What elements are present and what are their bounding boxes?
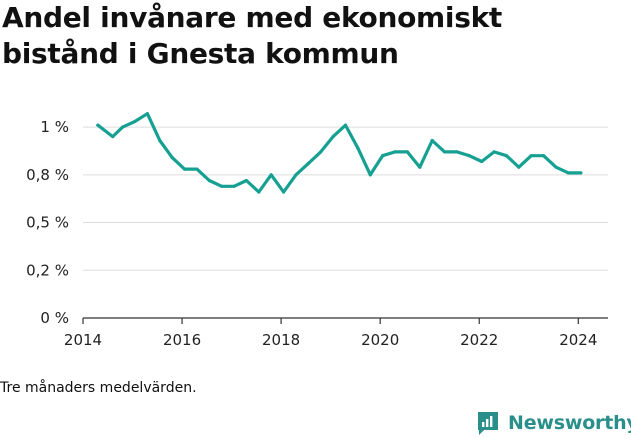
line-chart: 0 %0,2 %0,5 %0,8 %1 % 2014 2016 2018 2020 20… — [26, 112, 608, 349]
data-point — [393, 150, 397, 154]
data-point — [281, 190, 286, 194]
data-point — [207, 178, 211, 183]
data-point — [121, 125, 125, 129]
data-point — [182, 167, 187, 171]
y-tick-label: 0,5 % — [26, 214, 69, 232]
data-point — [381, 154, 385, 158]
data-point — [554, 165, 558, 169]
data-point — [542, 154, 546, 158]
data-point — [418, 165, 422, 169]
brand-name: Newsworthy — [508, 412, 631, 434]
data-point — [504, 154, 509, 158]
data-point — [331, 135, 335, 139]
grid-lines — [83, 126, 608, 271]
x-tick-label: 2018 — [262, 331, 300, 349]
y-tick-label: 0 % — [40, 309, 69, 327]
y-tick-label: 0,2 % — [26, 261, 69, 279]
data-point — [368, 173, 372, 177]
series-layer — [96, 112, 583, 194]
data-point — [170, 156, 174, 160]
data-point — [319, 150, 323, 154]
brand: Newsworthy — [476, 408, 631, 438]
data-point — [232, 184, 236, 188]
x-tick-label: 2024 — [559, 331, 597, 349]
data-point — [566, 171, 570, 175]
x-tick-label: 2014 — [64, 331, 102, 349]
data-point — [145, 112, 149, 116]
data-point — [405, 150, 410, 154]
data-point — [294, 173, 298, 177]
newsworthy-logo-icon — [478, 412, 498, 435]
footnote: Tre månaders medelvärden. — [0, 380, 197, 396]
data-point — [480, 159, 484, 164]
x-tick-label: 2016 — [163, 331, 201, 349]
data-point — [244, 178, 249, 183]
series-line — [96, 112, 583, 194]
data-point — [96, 123, 100, 127]
y-tick-label: 1 % — [40, 118, 69, 136]
data-point — [220, 184, 224, 188]
data-point — [529, 154, 533, 158]
data-point — [195, 167, 199, 171]
data-point — [356, 146, 360, 150]
data-point — [455, 150, 459, 154]
chart-title: Andel invånare med ekonomiskt bistånd i … — [2, 1, 503, 70]
data-point — [467, 154, 471, 158]
y-tick-label: 0,8 % — [26, 166, 69, 184]
data-point — [442, 150, 447, 154]
data-point — [269, 173, 273, 177]
data-point — [492, 150, 496, 154]
data-point — [430, 138, 434, 143]
x-tick-label: 2022 — [460, 331, 498, 349]
data-point — [158, 138, 162, 143]
data-point — [257, 190, 261, 194]
data-point — [133, 119, 137, 123]
y-axis-ticks: 0 % 0,2 % 0,5 % 0,8 % 1 % — [26, 118, 69, 327]
data-point — [579, 171, 583, 175]
data-point — [343, 123, 348, 127]
x-axis: 2014 2016 2018 2020 2022 2024 — [64, 317, 608, 349]
data-point — [517, 165, 521, 169]
data-point — [111, 135, 115, 139]
data-point — [306, 161, 310, 165]
x-tick-label: 2020 — [361, 331, 399, 349]
